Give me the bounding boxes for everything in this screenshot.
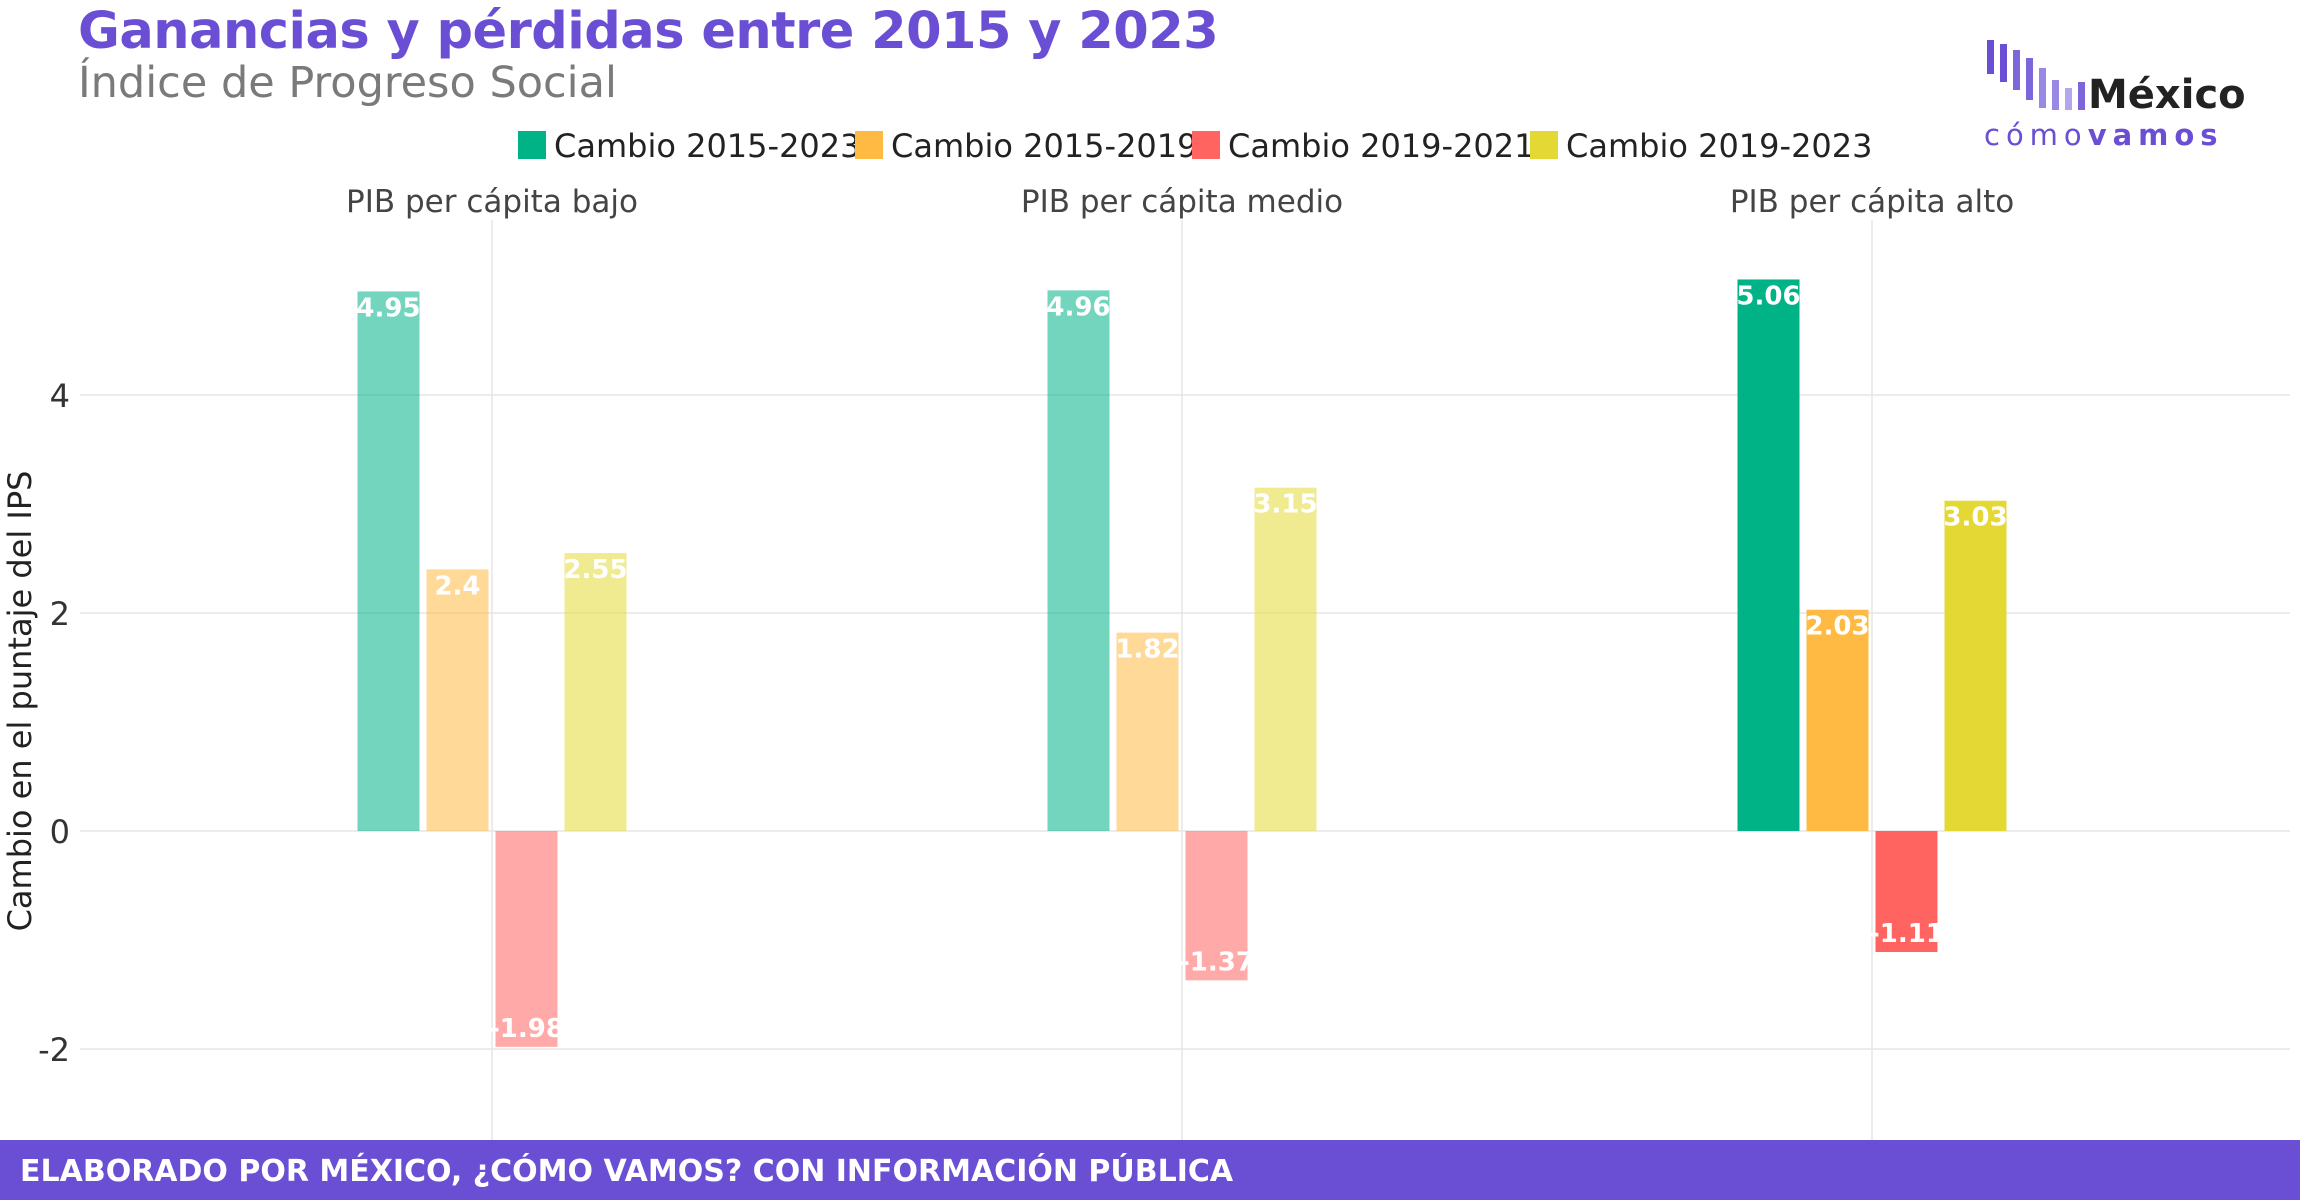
y-axis-label: Cambio en el puntaje del IPS [1,471,39,932]
data-label: 4.96 [1046,292,1110,322]
logo-word: México [2088,72,2246,118]
data-label: -1.98 [489,1014,564,1044]
y-tick-label: -2 [38,1031,70,1069]
data-label: 5.06 [1736,281,1800,311]
legend-swatch [855,131,883,159]
bar [495,831,558,1047]
bar [1047,290,1110,831]
legend-swatch [1530,131,1558,159]
chart-subtitle: Índice de Progreso Social [78,58,617,108]
data-label: 2.03 [1805,612,1869,642]
logo-sub-bold: vamos [2087,118,2224,152]
logo-sub-regular: cómo [1984,118,2088,152]
data-label: 2.4 [434,571,480,601]
panel-title: PIB per cápita medio [1021,184,1343,220]
data-label: 3.03 [1943,503,2007,533]
data-label: -1.37 [1179,947,1254,977]
panel-title: PIB per cápita alto [1730,184,2014,220]
bar [1944,500,2007,831]
data-label: 3.15 [1253,490,1317,520]
y-tick-label: 2 [50,595,70,633]
panel-title: PIB per cápita bajo [346,184,638,220]
legend-label: Cambio 2015-2023 [554,127,861,165]
logo-subtext: cómovamos [1984,118,2224,152]
bar [1254,487,1317,831]
bar [426,569,489,831]
bar-chart: -2 0 2 4 Cambio en el puntaje del IPS Cambio … [1,127,2290,1140]
legend-swatch [1192,131,1220,159]
legend-label: Cambio 2015-2019 [891,127,1198,165]
legend-label: Cambio 2019-2021 [1228,127,1535,165]
bar [1116,632,1179,831]
y-tick-label: 0 [50,813,70,851]
bar [564,553,627,831]
data-label: -1.11 [1869,919,1944,949]
footer-bar: ELABORADO POR MÉXICO, ¿CÓMO VAMOS? CON I… [0,1140,2300,1200]
bar [1806,609,1869,831]
bars [357,279,2007,1047]
data-label: 2.55 [563,555,627,585]
logo-bars-icon [1987,40,2085,110]
legend-label: Cambio 2019-2023 [1566,127,1873,165]
bar [1185,831,1248,981]
bar [357,291,420,831]
legend-swatch [518,131,546,159]
y-tick-label: 4 [50,377,70,415]
data-label: 4.95 [356,293,420,323]
mexico-como-vamos-logo: México cómovamos [1980,30,2260,155]
chart-labels: -2 0 2 4 Cambio en el puntaje del IPS Cambio … [1,127,2014,1069]
grid [80,220,2290,1140]
bar [1875,831,1938,952]
data-label: 1.82 [1115,635,1179,665]
bar [1737,279,1800,832]
footer-text: ELABORADO POR MÉXICO, ¿CÓMO VAMOS? CON I… [20,1154,1234,1189]
chart-title: Ganancias y pérdidas entre 2015 y 2023 [78,2,1219,61]
